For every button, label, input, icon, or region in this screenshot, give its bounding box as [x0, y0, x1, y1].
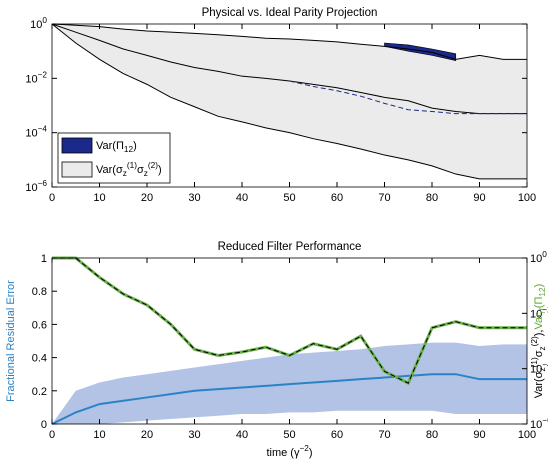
- y-tick-label: 0.6: [32, 319, 47, 331]
- x-tick-label: 100: [518, 192, 536, 204]
- legend-label: Var(Π12): [96, 140, 137, 154]
- x-tick-label: 40: [236, 429, 248, 441]
- x-tick-label: 50: [283, 429, 295, 441]
- y-tick-label: 0.4: [32, 353, 47, 365]
- x-tick-label: 30: [188, 192, 200, 204]
- x-tick-label: 10: [93, 429, 105, 441]
- area: [52, 24, 527, 179]
- chart-title: Physical vs. Ideal Parity Projection: [202, 7, 378, 19]
- x-tick-label: 50: [283, 192, 295, 204]
- legend-label: Var(σz(1)σz(2)): [96, 161, 162, 178]
- series-line: [51, 373, 527, 425]
- x-tick-label: 90: [473, 429, 485, 441]
- area: [384, 42, 457, 61]
- x-tick-label: 70: [378, 429, 390, 441]
- y-tick-label: 10−6: [25, 179, 47, 194]
- x-tick-label: 90: [473, 192, 485, 204]
- y-tick-label: 10−2: [25, 70, 47, 85]
- y-tick-label: 100: [30, 16, 47, 31]
- y2-axis-label: Var(σz(1)σz(2)),Varrf(Π12): [530, 284, 547, 399]
- series-line: [51, 23, 527, 180]
- x-tick-label: 20: [141, 192, 153, 204]
- y2-tick-label: 10−4: [530, 361, 548, 376]
- series-line: [52, 257, 527, 384]
- y-tick-label: 10−4: [25, 125, 47, 140]
- x-tick-label: 60: [331, 429, 343, 441]
- x-tick-label: 10: [93, 192, 105, 204]
- y2-label-part: Varrf(Π12): [533, 284, 547, 330]
- y2-tick-label: 100: [530, 250, 547, 265]
- x-tick-label: 100: [518, 429, 536, 441]
- x-tick-label: 20: [141, 429, 153, 441]
- x-tick-label: 80: [426, 192, 438, 204]
- x-axis-label: time (γ−2): [266, 444, 312, 459]
- y2-label-part: Var(σz(1)σz(2)),: [530, 330, 547, 399]
- y-axis-label: Fractional Residual Error: [5, 280, 17, 402]
- y-tick-label: 0.2: [32, 386, 47, 398]
- legend-swatch: [61, 137, 93, 154]
- y2-tick-label: 10−2: [530, 305, 548, 320]
- y-tick-label: 1: [41, 253, 47, 265]
- series-line: [51, 23, 527, 60]
- y-tick-label: 0: [41, 419, 47, 431]
- legend-swatch: [61, 161, 93, 178]
- x-tick-label: 30: [188, 429, 200, 441]
- series-line: [289, 80, 527, 115]
- x-tick-label: 40: [236, 192, 248, 204]
- chart-title: Reduced Filter Performance: [218, 241, 362, 253]
- x-tick-label: 60: [331, 192, 343, 204]
- x-tick-label: 70: [378, 192, 390, 204]
- y-tick-label: 0.8: [32, 286, 47, 298]
- x-tick-label: 80: [426, 429, 438, 441]
- x-tick-label: 0: [49, 429, 55, 441]
- y2-tick-label: 10−6: [530, 416, 548, 431]
- x-tick-label: 0: [49, 192, 55, 204]
